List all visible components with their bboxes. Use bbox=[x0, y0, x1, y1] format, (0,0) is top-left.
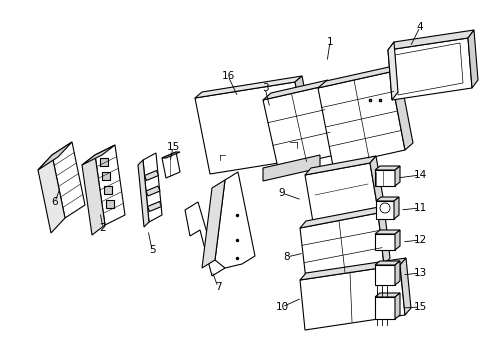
Text: 8: 8 bbox=[283, 252, 290, 262]
Text: 15: 15 bbox=[166, 142, 179, 152]
Polygon shape bbox=[375, 197, 398, 201]
Polygon shape bbox=[195, 82, 309, 174]
Text: 14: 14 bbox=[412, 170, 426, 180]
Polygon shape bbox=[299, 265, 404, 330]
Text: 12: 12 bbox=[412, 235, 426, 245]
Polygon shape bbox=[374, 170, 394, 186]
Polygon shape bbox=[374, 293, 399, 297]
Text: 13: 13 bbox=[412, 268, 426, 278]
Polygon shape bbox=[162, 152, 180, 178]
Polygon shape bbox=[144, 171, 158, 180]
Polygon shape bbox=[374, 234, 394, 250]
Polygon shape bbox=[38, 142, 72, 170]
Polygon shape bbox=[82, 145, 115, 165]
Polygon shape bbox=[375, 201, 393, 219]
Polygon shape bbox=[374, 166, 399, 170]
Polygon shape bbox=[106, 200, 114, 208]
Polygon shape bbox=[394, 293, 399, 319]
Polygon shape bbox=[263, 87, 334, 168]
Polygon shape bbox=[374, 261, 399, 265]
Text: 7: 7 bbox=[214, 282, 221, 292]
Polygon shape bbox=[387, 30, 473, 50]
Polygon shape bbox=[146, 186, 160, 196]
Polygon shape bbox=[317, 72, 404, 166]
Polygon shape bbox=[263, 155, 319, 181]
Polygon shape bbox=[104, 186, 112, 194]
Text: 16: 16 bbox=[221, 71, 234, 81]
Polygon shape bbox=[299, 213, 383, 280]
Polygon shape bbox=[394, 166, 399, 186]
Text: 3: 3 bbox=[261, 83, 268, 93]
Polygon shape bbox=[299, 258, 405, 280]
Polygon shape bbox=[215, 172, 254, 268]
Polygon shape bbox=[387, 42, 397, 100]
Polygon shape bbox=[162, 152, 180, 158]
Polygon shape bbox=[377, 206, 389, 265]
Polygon shape bbox=[95, 145, 125, 225]
Polygon shape bbox=[82, 155, 105, 235]
Polygon shape bbox=[387, 38, 471, 100]
Text: 9: 9 bbox=[278, 188, 285, 198]
Polygon shape bbox=[142, 153, 162, 222]
Text: 10: 10 bbox=[275, 302, 288, 312]
Polygon shape bbox=[393, 197, 398, 219]
Text: 11: 11 bbox=[412, 203, 426, 213]
Text: 1: 1 bbox=[326, 37, 333, 47]
Text: 2: 2 bbox=[100, 223, 106, 233]
Polygon shape bbox=[467, 30, 477, 88]
Polygon shape bbox=[38, 155, 65, 233]
Text: 15: 15 bbox=[412, 302, 426, 312]
Polygon shape bbox=[394, 43, 462, 95]
Text: 4: 4 bbox=[416, 22, 423, 32]
Polygon shape bbox=[294, 76, 316, 158]
Polygon shape bbox=[299, 206, 383, 228]
Polygon shape bbox=[100, 158, 108, 166]
Polygon shape bbox=[369, 156, 383, 210]
Polygon shape bbox=[138, 160, 149, 227]
Polygon shape bbox=[399, 258, 410, 315]
Polygon shape bbox=[202, 180, 224, 268]
Polygon shape bbox=[147, 202, 161, 211]
Polygon shape bbox=[184, 202, 224, 276]
Polygon shape bbox=[374, 297, 394, 319]
Polygon shape bbox=[305, 163, 377, 222]
Polygon shape bbox=[263, 80, 327, 100]
Polygon shape bbox=[389, 65, 412, 150]
Polygon shape bbox=[394, 230, 399, 250]
Polygon shape bbox=[394, 261, 399, 285]
Text: 5: 5 bbox=[148, 245, 155, 255]
Polygon shape bbox=[195, 76, 302, 98]
Polygon shape bbox=[305, 156, 375, 175]
Polygon shape bbox=[102, 172, 110, 180]
Polygon shape bbox=[52, 142, 85, 218]
Polygon shape bbox=[374, 265, 394, 285]
Polygon shape bbox=[374, 230, 399, 234]
Polygon shape bbox=[317, 65, 397, 88]
Text: 6: 6 bbox=[52, 197, 58, 207]
